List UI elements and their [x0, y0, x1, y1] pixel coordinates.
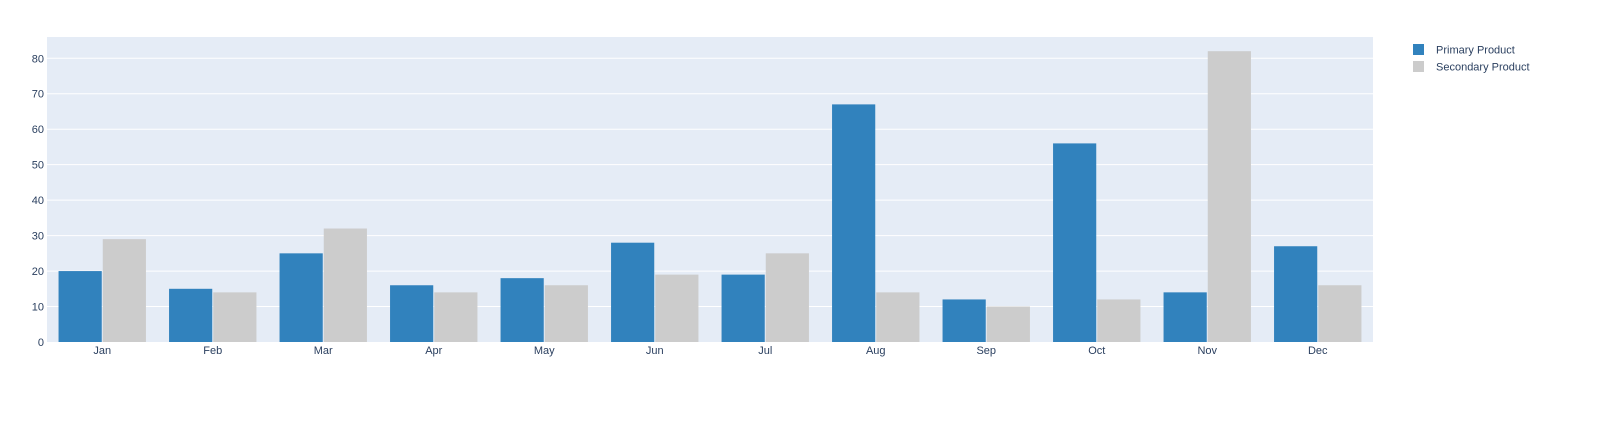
legend-item-secondary[interactable]: Secondary Product [1413, 61, 1530, 74]
bar-primary-feb[interactable] [169, 288, 213, 342]
x-tick-label: Aug [866, 345, 886, 357]
bar-secondary-oct[interactable] [1097, 299, 1141, 342]
bar-secondary-may[interactable] [544, 285, 588, 342]
x-tick-label: Mar [314, 345, 333, 357]
bar-primary-jan[interactable] [58, 271, 102, 342]
legend-swatch [1413, 61, 1424, 72]
x-tick-label: Sep [976, 345, 996, 357]
x-tick-label: Jan [93, 345, 111, 357]
bar-primary-oct[interactable] [1053, 143, 1097, 342]
y-tick-label: 10 [32, 302, 44, 314]
bar-primary-sep[interactable] [942, 299, 986, 342]
bar-primary-jul[interactable] [721, 274, 765, 342]
x-tick-label: May [534, 345, 555, 357]
bar-primary-dec[interactable] [1274, 246, 1318, 342]
y-tick-label: 40 [32, 195, 44, 207]
bar-secondary-feb[interactable] [213, 292, 257, 342]
y-tick-label: 80 [32, 53, 44, 65]
y-axis: 0 10 20 30 40 50 60 70 80 [32, 53, 44, 349]
bar-secondary-sep[interactable] [986, 306, 1030, 342]
bar-secondary-jan[interactable] [102, 239, 146, 342]
bar-primary-aug[interactable] [832, 104, 876, 342]
x-tick-label: Apr [425, 345, 442, 357]
legend-item-primary[interactable]: Primary Product [1413, 44, 1515, 57]
bars [58, 51, 1362, 343]
x-axis: Jan Feb Mar Apr May Jun Jul Aug Sep Oct Nov Dec [93, 345, 1328, 357]
y-tick-label: 20 [32, 266, 44, 278]
bar-secondary-aug[interactable] [876, 292, 920, 342]
y-tick-label: 30 [32, 231, 44, 243]
bar-primary-jun[interactable] [611, 242, 655, 342]
gridlines [47, 57, 1373, 308]
bar-secondary-mar[interactable] [323, 228, 367, 342]
bar-primary-nov[interactable] [1163, 292, 1207, 342]
x-tick-label: Feb [203, 345, 222, 357]
x-tick-label: Jun [646, 345, 664, 357]
bar-primary-apr[interactable] [390, 285, 434, 342]
legend-swatch [1413, 44, 1424, 55]
bar-secondary-dec[interactable] [1318, 285, 1362, 342]
legend[interactable]: Primary Product Secondary Product [1413, 44, 1530, 74]
legend-label: Secondary Product [1436, 62, 1530, 74]
y-tick-label: 0 [38, 337, 44, 349]
bar-secondary-jun[interactable] [655, 274, 699, 342]
x-tick-label: Dec [1308, 345, 1328, 357]
bar-primary-may[interactable] [500, 278, 544, 342]
bar-secondary-nov[interactable] [1207, 51, 1251, 343]
bar-secondary-apr[interactable] [434, 292, 478, 342]
y-tick-label: 50 [32, 160, 44, 172]
bar-secondary-jul[interactable] [765, 253, 809, 342]
x-tick-label: Oct [1088, 345, 1105, 357]
y-tick-label: 70 [32, 89, 44, 101]
y-tick-label: 60 [32, 124, 44, 136]
x-tick-label: Jul [758, 345, 772, 357]
legend-label: Primary Product [1436, 45, 1515, 57]
plot-area [47, 37, 1373, 342]
bar-primary-mar[interactable] [279, 253, 323, 342]
x-tick-label: Nov [1197, 345, 1217, 357]
